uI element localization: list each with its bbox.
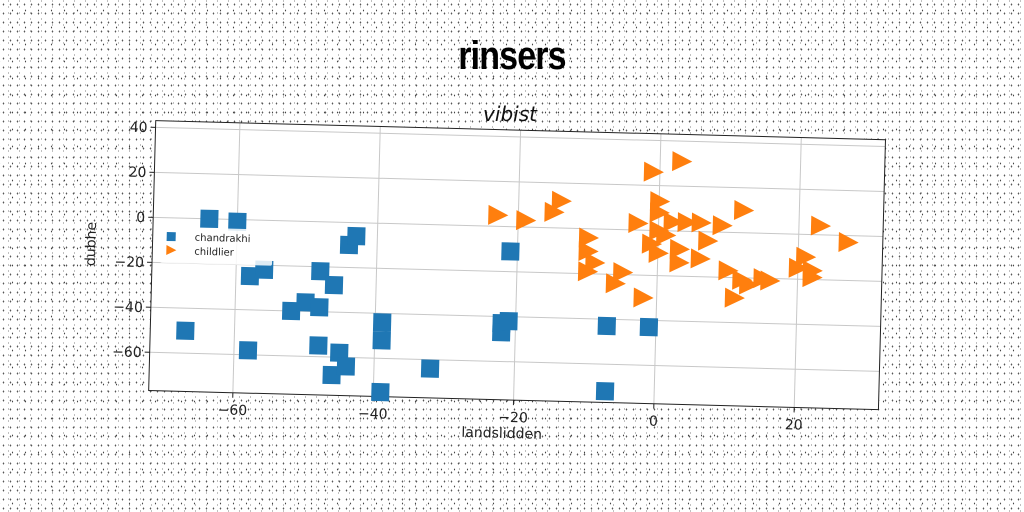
point-childlier — [488, 204, 509, 225]
y-axis-label: dubhe — [83, 222, 100, 267]
x-tick-label: −20 — [498, 410, 528, 427]
point-childlier — [672, 151, 693, 172]
point-chandrakhi — [296, 293, 315, 312]
point-childlier — [718, 260, 739, 281]
x-tick-labels: −60 −40 −20 0 20 — [217, 402, 802, 433]
point-chandrakhi — [501, 242, 520, 261]
point-chandrakhi — [238, 341, 258, 360]
point-chandrakhi — [372, 313, 392, 332]
point-chandrakhi — [336, 357, 356, 376]
point-childlier — [669, 252, 690, 273]
point-chandrakhi — [311, 262, 330, 281]
point-chandrakhi — [372, 331, 391, 350]
point-childlier — [663, 211, 684, 232]
point-chandrakhi — [499, 311, 518, 331]
point-childlier — [641, 233, 663, 254]
point-childlier — [628, 213, 649, 234]
x-tick-label: −40 — [358, 406, 388, 423]
point-childlier — [516, 210, 537, 231]
point-chandrakhi — [330, 343, 349, 362]
y-tick-labels: 40 20 0 −20 −40 −60 — [112, 120, 148, 361]
point-childlier — [802, 267, 823, 288]
y-grid-line — [154, 171, 885, 192]
point-chandrakhi — [371, 382, 390, 402]
point-childlier — [690, 248, 711, 269]
point-childlier — [810, 215, 832, 236]
x-axis-label: landslidden — [461, 425, 542, 443]
point-childlier — [656, 225, 677, 246]
point-childlier — [677, 212, 698, 233]
legend-marker-chandrakhi — [166, 231, 176, 242]
chart-subtitle: vibist — [483, 102, 538, 126]
point-childlier — [643, 161, 664, 182]
point-childlier — [578, 240, 599, 261]
point-childlier — [633, 287, 654, 308]
legend-label-childlier: childlier — [194, 247, 235, 259]
x-tick-label: 20 — [785, 417, 803, 433]
point-childlier — [733, 200, 755, 221]
y-tick-label: 20 — [128, 165, 146, 181]
plot-frame — [148, 120, 886, 411]
point-chandrakhi — [595, 381, 615, 401]
point-childlier — [788, 257, 809, 278]
y-tick-label: −20 — [114, 254, 144, 271]
point-childlier — [577, 261, 599, 282]
point-chandrakhi — [420, 359, 440, 378]
point-childlier — [795, 246, 817, 267]
point-chandrakhi — [597, 316, 616, 336]
legend: chandrakhi childlier — [160, 226, 273, 266]
data-points — [176, 151, 859, 402]
point-childlier — [712, 215, 733, 236]
point-childlier — [724, 287, 745, 308]
legend-box — [160, 226, 273, 266]
main-title: rinsers — [458, 34, 566, 78]
point-childlier — [585, 252, 606, 273]
point-childlier — [739, 274, 760, 295]
legend-marker-childlier — [166, 244, 177, 255]
point-chandrakhi — [200, 209, 219, 229]
point-chandrakhi — [240, 266, 260, 286]
y-tick-label: 0 — [136, 210, 145, 226]
point-chandrakhi — [309, 336, 328, 355]
point-chandrakhi — [281, 301, 301, 321]
x-tick-label: −60 — [217, 402, 247, 419]
point-chandrakhi — [639, 317, 659, 337]
point-childlier — [612, 262, 634, 283]
y-tick-label: −40 — [113, 299, 143, 316]
point-childlier — [578, 227, 600, 248]
y-grid-line — [149, 351, 880, 372]
point-chandrakhi — [310, 297, 329, 317]
point-childlier — [544, 201, 565, 222]
point-childlier — [605, 273, 626, 294]
point-childlier — [649, 191, 671, 212]
point-chandrakhi — [324, 275, 344, 295]
y-tick-label: −60 — [112, 344, 142, 361]
point-childlier — [648, 242, 669, 263]
x-grid-line — [513, 130, 522, 401]
x-grid-line — [372, 126, 381, 397]
point-childlier — [838, 232, 859, 253]
point-chandrakhi — [322, 365, 341, 385]
point-childlier — [760, 270, 781, 291]
point-childlier — [691, 212, 712, 233]
y-tick-label: 40 — [130, 120, 148, 136]
point-childlier — [669, 238, 690, 259]
x-grid-line — [653, 133, 662, 404]
y-grid-line — [155, 126, 886, 147]
point-chandrakhi — [228, 212, 247, 232]
point-childlier — [698, 230, 719, 251]
point-chandrakhi — [176, 321, 195, 340]
legend-label-chandrakhi: chandrakhi — [195, 233, 251, 245]
point-childlier — [551, 190, 572, 211]
point-chandrakhi — [347, 226, 366, 246]
x-tick-label: 0 — [649, 414, 658, 430]
